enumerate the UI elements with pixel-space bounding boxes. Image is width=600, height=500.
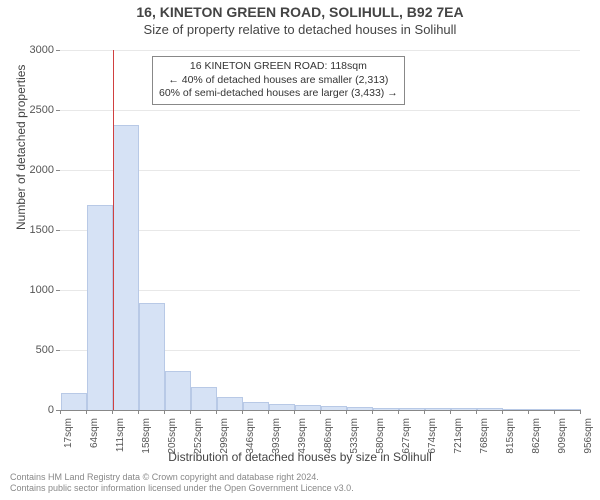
y-tick-label: 2000	[14, 164, 54, 176]
y-tick-mark	[56, 350, 60, 351]
y-tick-label: 3000	[14, 44, 54, 56]
histogram-bar	[165, 371, 191, 410]
footer-line-2: Contains public sector information licen…	[10, 483, 354, 494]
x-tick-label: 956sqm	[583, 418, 594, 454]
x-tick-label: 346sqm	[245, 418, 256, 454]
y-tick-label: 1000	[14, 284, 54, 296]
x-tick-label: 439sqm	[297, 418, 308, 454]
x-tick-label: 299sqm	[219, 418, 230, 454]
y-tick-label: 0	[14, 404, 54, 416]
chart-plot-area: 05001000150020002500300017sqm64sqm111sqm…	[60, 50, 580, 410]
y-tick-mark	[56, 230, 60, 231]
x-tick-label: 486sqm	[323, 418, 334, 454]
x-tick-label: 252sqm	[193, 418, 204, 454]
x-tick-label: 721sqm	[453, 418, 464, 454]
y-tick-mark	[56, 50, 60, 51]
x-tick-label: 533sqm	[349, 418, 360, 454]
x-tick-mark	[580, 410, 581, 414]
x-tick-label: 674sqm	[427, 418, 438, 454]
histogram-bar	[243, 402, 269, 410]
x-tick-label: 64sqm	[89, 418, 100, 448]
x-tick-label: 815sqm	[505, 418, 516, 454]
x-tick-label: 909sqm	[557, 418, 568, 454]
y-tick-label: 1500	[14, 224, 54, 236]
page-title: 16, KINETON GREEN ROAD, SOLIHULL, B92 7E…	[0, 0, 600, 20]
info-box: 16 KINETON GREEN ROAD: 118sqm ← 40% of d…	[152, 56, 405, 105]
info-line-1: 16 KINETON GREEN ROAD: 118sqm	[159, 60, 398, 74]
x-tick-label: 393sqm	[271, 418, 282, 454]
y-axis-label: Number of detached properties	[14, 65, 28, 230]
x-axis-baseline	[60, 410, 580, 411]
histogram-bar	[87, 205, 113, 410]
property-marker-line	[113, 50, 115, 410]
x-tick-label: 205sqm	[167, 418, 178, 454]
grid-line	[60, 50, 580, 51]
x-tick-label: 158sqm	[141, 418, 152, 454]
histogram-bar	[139, 303, 165, 410]
histogram-bar	[217, 397, 243, 410]
histogram-bar	[113, 125, 139, 410]
footer-attribution: Contains HM Land Registry data © Crown c…	[10, 472, 354, 494]
histogram-bar	[61, 393, 87, 410]
x-tick-label: 862sqm	[531, 418, 542, 454]
page-subtitle: Size of property relative to detached ho…	[0, 20, 600, 39]
x-tick-label: 580sqm	[375, 418, 386, 454]
y-tick-mark	[56, 110, 60, 111]
x-tick-label: 17sqm	[63, 418, 74, 448]
x-tick-label: 627sqm	[401, 418, 412, 454]
y-tick-label: 500	[14, 344, 54, 356]
grid-line	[60, 110, 580, 111]
footer-line-1: Contains HM Land Registry data © Crown c…	[10, 472, 354, 483]
info-line-2: ← 40% of detached houses are smaller (2,…	[159, 74, 398, 88]
y-tick-mark	[56, 170, 60, 171]
info-line-3: 60% of semi-detached houses are larger (…	[159, 87, 398, 101]
histogram-bar	[191, 387, 217, 410]
y-tick-label: 2500	[14, 104, 54, 116]
y-tick-mark	[56, 290, 60, 291]
x-tick-label: 768sqm	[479, 418, 490, 454]
x-tick-label: 111sqm	[115, 418, 126, 452]
x-axis-label: Distribution of detached houses by size …	[0, 450, 600, 464]
